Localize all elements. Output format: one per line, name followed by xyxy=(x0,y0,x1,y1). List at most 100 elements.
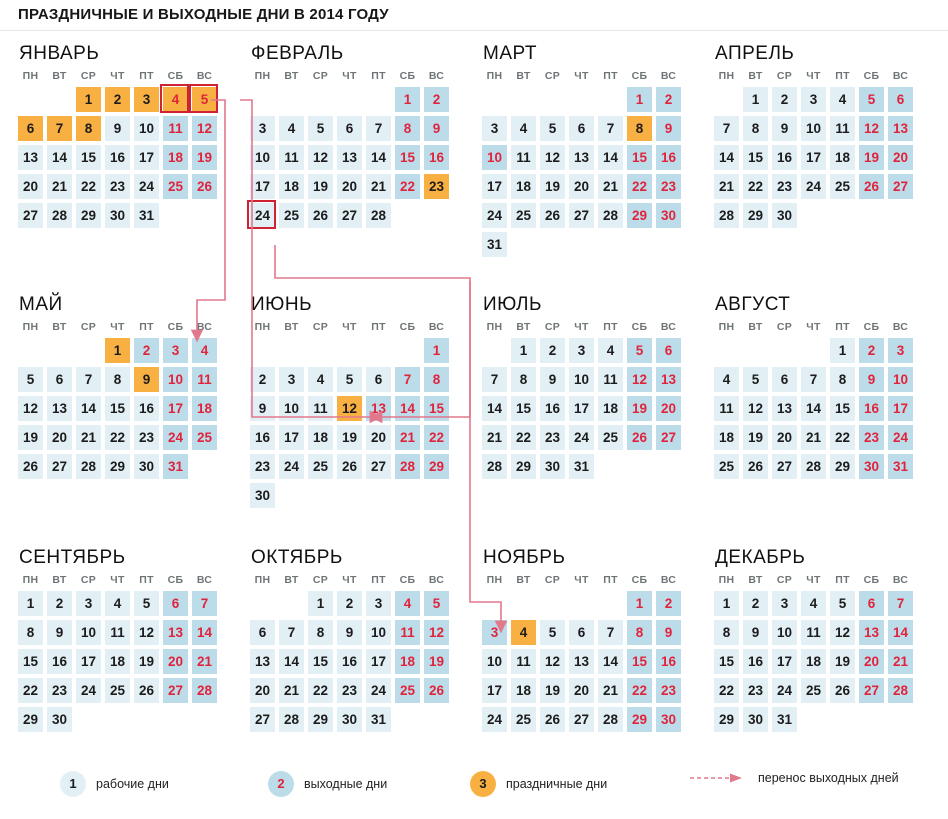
day-cell[interactable]: 7 xyxy=(598,116,623,141)
day-cell[interactable]: 4 xyxy=(308,367,333,392)
day-cell[interactable]: 20 xyxy=(569,678,594,703)
day-cell[interactable]: 14 xyxy=(801,396,826,421)
day-cell[interactable]: 25 xyxy=(279,203,304,228)
day-cell[interactable]: 25 xyxy=(830,174,855,199)
day-cell[interactable]: 15 xyxy=(105,396,130,421)
day-cell[interactable]: 29 xyxy=(105,454,130,479)
day-cell[interactable]: 11 xyxy=(308,396,333,421)
day-cell[interactable]: 17 xyxy=(888,396,913,421)
day-cell[interactable]: 25 xyxy=(511,707,536,732)
day-cell[interactable]: 15 xyxy=(511,396,536,421)
day-cell[interactable]: 31 xyxy=(134,203,159,228)
day-cell[interactable]: 28 xyxy=(279,707,304,732)
day-cell[interactable]: 18 xyxy=(163,145,188,170)
day-cell[interactable]: 19 xyxy=(627,396,652,421)
day-cell[interactable]: 13 xyxy=(888,116,913,141)
day-cell[interactable]: 17 xyxy=(134,145,159,170)
day-cell[interactable]: 27 xyxy=(772,454,797,479)
day-cell[interactable]: 14 xyxy=(47,145,72,170)
day-cell[interactable]: 24 xyxy=(772,678,797,703)
day-cell[interactable]: 28 xyxy=(714,203,739,228)
day-cell[interactable]: 9 xyxy=(656,116,681,141)
day-cell[interactable]: 23 xyxy=(540,425,565,450)
day-cell[interactable]: 27 xyxy=(859,678,884,703)
day-cell[interactable]: 22 xyxy=(627,174,652,199)
day-cell[interactable]: 16 xyxy=(134,396,159,421)
day-cell[interactable]: 31 xyxy=(366,707,391,732)
day-cell[interactable]: 20 xyxy=(163,649,188,674)
day-cell[interactable]: 12 xyxy=(134,620,159,645)
day-cell[interactable]: 4 xyxy=(105,591,130,616)
day-cell[interactable]: 21 xyxy=(598,678,623,703)
day-cell[interactable]: 19 xyxy=(540,174,565,199)
day-cell[interactable]: 13 xyxy=(250,649,275,674)
day-cell[interactable]: 12 xyxy=(18,396,43,421)
day-cell[interactable]: 8 xyxy=(830,367,855,392)
day-cell[interactable]: 21 xyxy=(888,649,913,674)
day-cell[interactable]: 1 xyxy=(424,338,449,363)
day-cell[interactable]: 30 xyxy=(337,707,362,732)
day-cell[interactable]: 6 xyxy=(569,620,594,645)
day-cell[interactable]: 3 xyxy=(279,367,304,392)
day-cell[interactable]: 18 xyxy=(598,396,623,421)
day-cell[interactable]: 27 xyxy=(888,174,913,199)
day-cell[interactable]: 31 xyxy=(772,707,797,732)
day-cell[interactable]: 31 xyxy=(569,454,594,479)
day-cell[interactable]: 25 xyxy=(801,678,826,703)
day-cell[interactable]: 28 xyxy=(482,454,507,479)
day-cell[interactable]: 9 xyxy=(105,116,130,141)
day-cell[interactable]: 12 xyxy=(337,396,362,421)
day-cell[interactable]: 29 xyxy=(627,707,652,732)
day-cell[interactable]: 23 xyxy=(743,678,768,703)
day-cell[interactable]: 25 xyxy=(163,174,188,199)
day-cell[interactable]: 7 xyxy=(888,591,913,616)
day-cell[interactable]: 16 xyxy=(656,145,681,170)
day-cell[interactable]: 8 xyxy=(627,620,652,645)
day-cell[interactable]: 30 xyxy=(656,707,681,732)
day-cell[interactable]: 24 xyxy=(279,454,304,479)
day-cell[interactable]: 24 xyxy=(801,174,826,199)
day-cell[interactable]: 27 xyxy=(366,454,391,479)
day-cell[interactable]: 16 xyxy=(424,145,449,170)
day-cell[interactable]: 20 xyxy=(47,425,72,450)
day-cell[interactable]: 19 xyxy=(18,425,43,450)
day-cell[interactable]: 27 xyxy=(569,707,594,732)
day-cell[interactable]: 19 xyxy=(192,145,217,170)
day-cell[interactable]: 30 xyxy=(540,454,565,479)
day-cell[interactable]: 1 xyxy=(395,87,420,112)
day-cell[interactable]: 4 xyxy=(714,367,739,392)
day-cell[interactable]: 3 xyxy=(134,87,159,112)
day-cell[interactable]: 20 xyxy=(366,425,391,450)
day-cell[interactable]: 12 xyxy=(859,116,884,141)
day-cell[interactable]: 29 xyxy=(830,454,855,479)
day-cell[interactable]: 1 xyxy=(76,87,101,112)
day-cell[interactable]: 3 xyxy=(801,87,826,112)
day-cell[interactable]: 9 xyxy=(134,367,159,392)
day-cell[interactable]: 1 xyxy=(511,338,536,363)
day-cell[interactable]: 18 xyxy=(714,425,739,450)
day-cell[interactable]: 12 xyxy=(627,367,652,392)
day-cell[interactable]: 11 xyxy=(192,367,217,392)
day-cell[interactable]: 22 xyxy=(76,174,101,199)
day-cell[interactable]: 15 xyxy=(424,396,449,421)
day-cell[interactable]: 2 xyxy=(250,367,275,392)
day-cell[interactable]: 28 xyxy=(47,203,72,228)
day-cell[interactable]: 12 xyxy=(830,620,855,645)
day-cell[interactable]: 21 xyxy=(395,425,420,450)
day-cell[interactable]: 18 xyxy=(279,174,304,199)
day-cell[interactable]: 10 xyxy=(250,145,275,170)
day-cell[interactable]: 18 xyxy=(192,396,217,421)
day-cell[interactable]: 30 xyxy=(47,707,72,732)
day-cell[interactable]: 21 xyxy=(76,425,101,450)
day-cell[interactable]: 29 xyxy=(308,707,333,732)
day-cell[interactable]: 20 xyxy=(18,174,43,199)
day-cell[interactable]: 14 xyxy=(395,396,420,421)
day-cell[interactable]: 13 xyxy=(656,367,681,392)
day-cell[interactable]: 25 xyxy=(598,425,623,450)
day-cell[interactable]: 22 xyxy=(830,425,855,450)
day-cell[interactable]: 21 xyxy=(598,174,623,199)
day-cell[interactable]: 1 xyxy=(18,591,43,616)
day-cell[interactable]: 16 xyxy=(743,649,768,674)
day-cell[interactable]: 2 xyxy=(134,338,159,363)
day-cell[interactable]: 19 xyxy=(743,425,768,450)
